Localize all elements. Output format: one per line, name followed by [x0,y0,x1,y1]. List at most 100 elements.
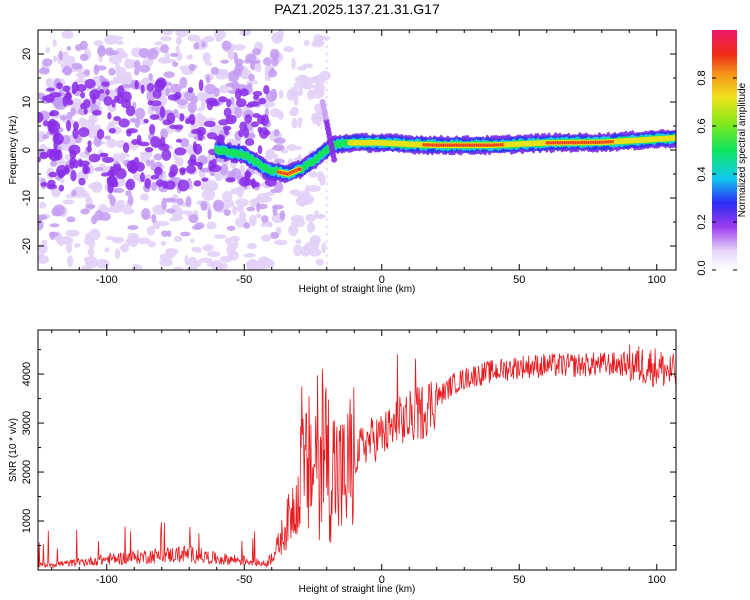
signal-blob [239,176,250,187]
signal-blob [244,114,253,124]
snr-x-axis-label: Height of straight line (km) [299,584,416,595]
stripe-blob [325,81,328,85]
signal-blob [257,145,263,155]
noise-blob [192,225,203,231]
noise-blob [172,61,179,68]
noise-blob [221,40,232,51]
noise-blob [107,193,114,200]
noise-blob [161,198,167,210]
x-tick-label: -50 [236,274,252,286]
snr-panel: -100 -50 0 50 100 1000 2000 3000 4000 Height of… [8,329,677,595]
noise-blob [108,121,114,130]
noise-blob [256,203,268,210]
noise-blob [193,42,200,50]
signal-blob [206,100,214,111]
signal-blob [58,184,65,192]
noise-blob [201,41,206,48]
signal-blob [69,149,77,159]
signal-blob [140,84,145,94]
noise-blob [279,210,286,221]
noise-blob [133,173,141,181]
signal-blob [150,100,162,107]
noise-blob [293,81,307,89]
noise-blob [188,132,194,139]
noise-blob [154,41,163,46]
noise-blob [230,167,241,180]
signal-blob [118,118,130,128]
noise-blob [202,51,211,63]
noise-blob [85,256,99,268]
noise-blob [293,95,299,106]
noise-blob [147,48,159,60]
noise-blob [147,58,154,66]
noise-blob [112,236,125,244]
stripe-blob [325,45,328,49]
colorbar-tick-label: 0.6 [696,118,708,133]
stripe-blob [325,174,328,178]
colorbar-label: Normalized spectral amplitude [737,82,748,217]
noise-blob [285,144,298,152]
noise-blob [278,89,284,99]
noise-blob [274,158,285,164]
snr-plot-area [38,330,676,570]
noise-blob [256,213,262,219]
noise-blob [212,199,224,212]
noise-blob [307,89,315,100]
noise-blob [298,117,303,123]
noise-blob [175,36,182,46]
noise-blob [194,260,202,267]
noise-blob [303,39,310,47]
signal-blob [87,140,92,148]
noise-blob [66,111,73,121]
signal-blob [196,126,207,136]
x-tick-label: -100 [96,574,118,586]
noise-blob [161,230,169,237]
signal-blob [177,179,190,192]
noise-blob [207,208,212,220]
signal-blob [125,105,136,117]
noise-blob [296,66,307,71]
noise-blob [233,44,246,51]
noise-blob [273,239,288,246]
stripe-blob [325,239,328,243]
signal-blob [105,88,110,96]
noise-blob [295,239,302,245]
signal-blob [133,156,140,165]
noise-blob [270,231,279,240]
noise-blob [210,66,219,75]
spike-blob [319,99,326,105]
stripe-blob [325,210,328,214]
noise-blob [160,128,168,140]
noise-blob [307,185,321,192]
noise-blob [321,242,327,254]
noise-blob [147,241,156,248]
signal-blob [225,177,236,183]
noise-blob [146,225,155,236]
stripe-blob [325,189,328,193]
noise-blob [260,222,265,228]
signal-blob [62,85,71,93]
signal-blob [101,81,110,87]
noise-blob [66,55,76,67]
noise-blob [223,209,231,216]
signal-blob [82,99,91,109]
noise-blob [122,207,135,215]
noise-blob [280,149,289,154]
noise-blob [66,46,72,51]
noise-blob [150,181,158,191]
stripe-blob [325,246,328,250]
spectrogram-x-axis-label: Height of straight line (km) [299,284,416,295]
signal-blob [120,98,132,109]
noise-blob [67,255,74,268]
y-tick-label: 4000 [21,362,33,386]
noise-blob [65,229,80,237]
noise-blob [191,246,197,252]
noise-blob [70,189,77,197]
colorbar-tick-label: 0.8 [696,70,708,85]
noise-blob [260,258,275,269]
noise-blob [232,240,239,249]
noise-blob [210,171,216,177]
signal-blob [138,141,150,147]
noise-blob [306,221,315,233]
noise-blob [273,144,285,152]
